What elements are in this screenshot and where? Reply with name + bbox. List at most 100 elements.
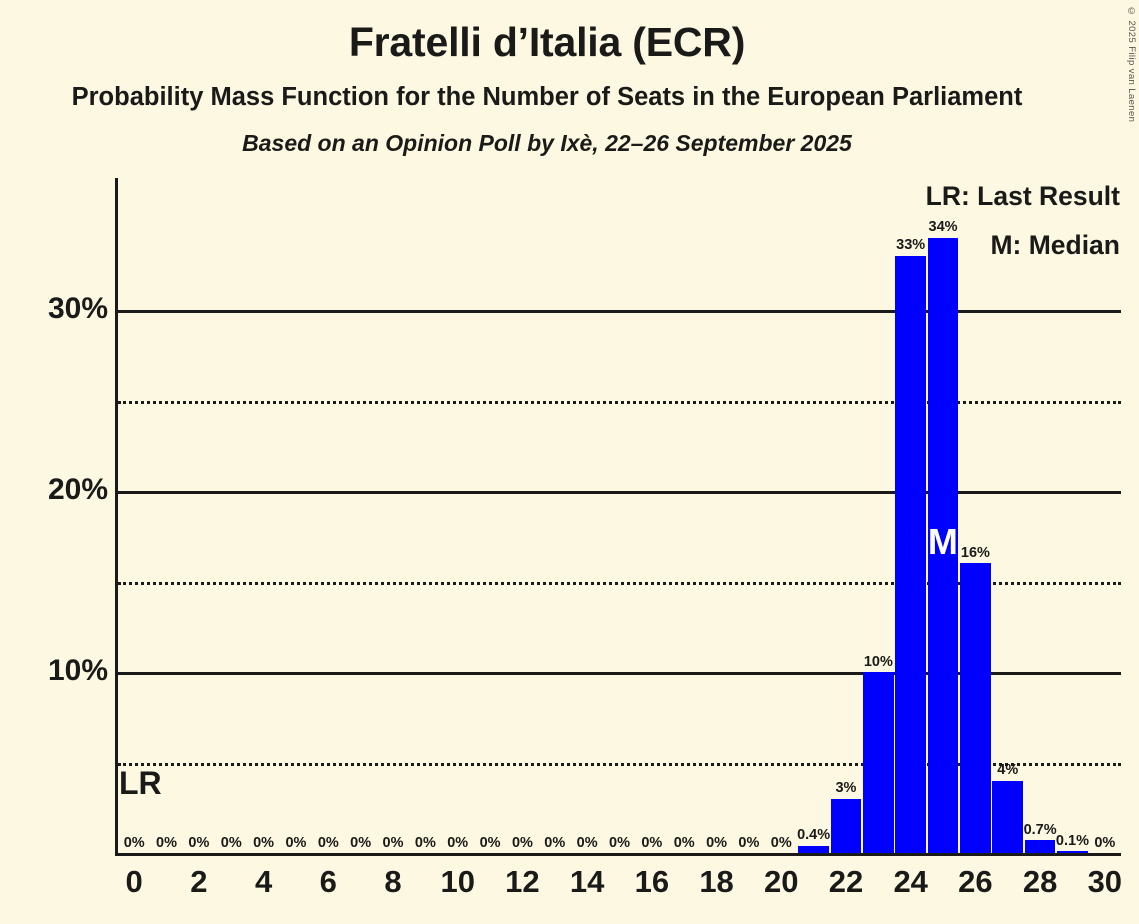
legend-item-last-result: LR: Last Result xyxy=(925,181,1120,211)
bar xyxy=(1057,851,1088,853)
bar-slot: 0% xyxy=(1089,178,1121,853)
x-axis-tick-label: 6 xyxy=(319,864,337,899)
bar-slot: 16% xyxy=(959,178,991,853)
bar-value-label: 33% xyxy=(896,237,926,254)
x-axis-tick-label: 0 xyxy=(125,864,143,899)
bar-value-label: 10% xyxy=(863,653,893,670)
bar-slot: 0% xyxy=(183,178,215,853)
x-axis-tick-label: 26 xyxy=(958,864,993,899)
x-axis-tick-labels: 0 2 4 6 8 10 12 14 16 18 20 22 24 26 28 30 xyxy=(118,864,1123,910)
x-axis-tick-label: 16 xyxy=(634,864,670,899)
bar-slot: 0% xyxy=(668,178,700,853)
chart-subtitle: Probability Mass Function for the Number… xyxy=(71,83,1023,111)
x-axis-tick-label: 12 xyxy=(505,864,540,899)
bar-value-label: 0% xyxy=(673,834,695,851)
bar-value-label: 0% xyxy=(706,834,728,851)
bar-slot: 0% xyxy=(700,178,732,853)
bar-slot: 0% xyxy=(506,178,538,853)
last-result-marker: LR xyxy=(119,764,162,801)
x-axis-tick-label: 20 xyxy=(764,864,799,899)
gridline-minor xyxy=(118,581,1121,585)
x-axis-tick-label: 22 xyxy=(828,864,864,899)
gridline-major xyxy=(118,672,1121,676)
chart-plot-area: 10% 20% 30% 0% 0% 0% 0% 0% 0% 0% 0% 0% 0% 0% 0% 0% 0% 0%… xyxy=(48,178,1121,856)
bar-value-label: 4% xyxy=(997,762,1019,779)
bar-value-label: 0% xyxy=(447,834,469,851)
bar xyxy=(992,780,1024,853)
bar xyxy=(798,845,829,853)
bar-slot: 0% xyxy=(733,178,765,853)
bar-slot: 33% xyxy=(895,178,927,853)
x-axis-tick-label: 28 xyxy=(1022,864,1058,899)
bar-slot: 0% xyxy=(442,178,474,853)
bar-value-label: 0% xyxy=(641,834,663,851)
bar xyxy=(895,255,927,853)
bar-value-label: 0% xyxy=(1094,834,1116,851)
bar-value-label: 0% xyxy=(609,834,630,851)
median-marker: M xyxy=(927,520,958,562)
bar-slot: 0.1% xyxy=(1055,178,1089,853)
bar-value-label: 0% xyxy=(414,834,436,851)
x-axis-tick-label: 24 xyxy=(893,864,928,899)
x-axis-tick-label: 14 xyxy=(569,864,605,899)
bar-slot: 0% xyxy=(280,178,312,853)
bar-value-label: 0.4% xyxy=(797,827,831,844)
bar-value-label: 0% xyxy=(479,834,501,851)
bar-value-label: 0% xyxy=(285,834,307,851)
bar-slot: 4% xyxy=(992,178,1024,853)
bar-slot: 0% xyxy=(603,178,635,853)
copyright-notice: © 2025 Filip van Laenen xyxy=(1126,6,1137,123)
bar-slot: 0% xyxy=(636,178,668,853)
bar-value-label: 0% xyxy=(738,834,760,851)
y-axis-tick-label: 10% xyxy=(47,654,108,688)
bar-slot: 0.4% xyxy=(797,178,831,853)
bar-value-label: 0% xyxy=(382,834,404,851)
y-axis-tick-label: 20% xyxy=(47,473,108,507)
bar-value-label: 0% xyxy=(156,834,177,851)
bar-slot: 10% xyxy=(862,178,894,853)
page-title: Fratelli d’Italia (ECR) xyxy=(348,19,746,65)
bar xyxy=(830,798,862,853)
bar-slot: 0% xyxy=(150,178,182,853)
bar-value-label: 0.7% xyxy=(1023,821,1057,838)
y-axis-line xyxy=(115,178,118,853)
x-axis-tick-label: 30 xyxy=(1087,864,1123,899)
x-axis-tick-label: 2 xyxy=(190,864,208,899)
bar-slot: 0% xyxy=(118,178,150,853)
bar xyxy=(960,563,991,853)
bar-slot: 0% xyxy=(247,178,279,853)
bar-slot: 0% xyxy=(409,178,441,853)
gridline-major xyxy=(118,491,1121,495)
bar-slot: 0% xyxy=(765,178,797,853)
gridline-major xyxy=(118,310,1121,314)
x-axis-line xyxy=(115,853,1121,856)
x-axis-tick-label: 4 xyxy=(254,864,273,899)
bar xyxy=(927,237,959,853)
bar-value-label: 0% xyxy=(188,834,210,851)
chart-legend: LR: Last Result M: Median xyxy=(926,183,1120,280)
bar-value-label: 0% xyxy=(220,834,242,851)
bar-value-label: 0% xyxy=(511,834,533,851)
x-axis-tick-label: 10 xyxy=(440,864,475,899)
bar-value-label: 0% xyxy=(253,834,275,851)
bar-slot: 0% xyxy=(312,178,344,853)
bar-slot: 3% xyxy=(830,178,862,853)
bar-value-label: 0% xyxy=(317,834,339,851)
bar-value-label: 16% xyxy=(960,544,990,561)
bar-value-label: 0% xyxy=(544,834,566,851)
bar-value-label: 0.1% xyxy=(1055,832,1089,849)
x-axis-tick-label: 8 xyxy=(384,864,402,899)
chart-header: Fratelli d’Italia (ECR) Probability Mass… xyxy=(0,0,1094,155)
y-axis-tick-label: 30% xyxy=(47,292,108,326)
legend-item-median: M: Median xyxy=(990,229,1120,260)
bar-value-label: 0% xyxy=(123,834,145,851)
bar-slot: 0% xyxy=(344,178,376,853)
bar-value-label: 0% xyxy=(350,834,372,851)
bar-slot: 34% xyxy=(927,178,959,853)
bar-value-label: 3% xyxy=(835,780,857,797)
x-axis-tick-label: 18 xyxy=(699,864,734,899)
bar-slot: 0% xyxy=(539,178,571,853)
bar-slot: 0% xyxy=(474,178,506,853)
bar-value-label: 0% xyxy=(576,834,598,851)
bar xyxy=(862,672,894,853)
